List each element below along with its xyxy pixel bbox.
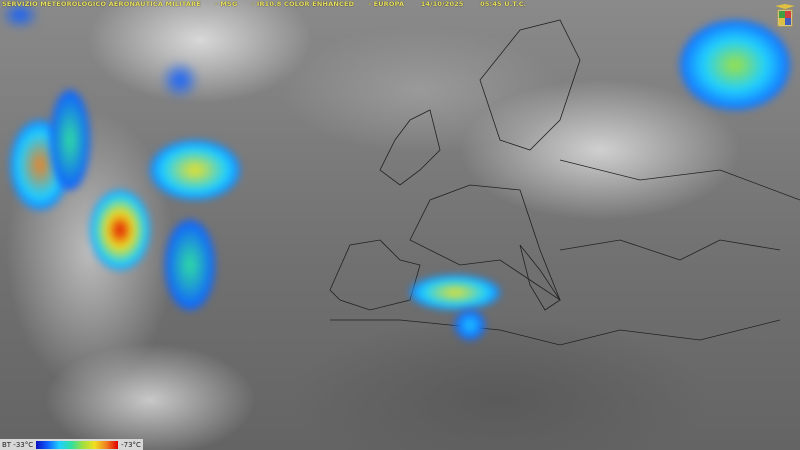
black-sea-region [559,239,781,261]
time-label: 05:45 U.T.C. [480,0,527,8]
storm-cell [50,90,90,190]
date-label: 14/10/2025 [420,0,464,8]
storm-cell [90,190,150,270]
agency-label: SERVIZIO METEOROLOGICO AERONAUTICA MILIT… [2,0,202,8]
north-africa-coast [330,319,781,346]
british-isles-outline [379,109,441,186]
storm-cell [455,310,485,340]
image-header: SERVIZIO METEOROLOGICO AERONAUTICA MILIT… [2,0,527,8]
italy-outline [519,244,561,311]
storm-cell [150,140,240,200]
temperature-color-scale: BT -33°C -73°C [0,439,143,450]
scandinavia-outline [479,19,581,151]
scale-max-label: -73°C [121,440,141,449]
satellite-label: MSG [220,0,238,8]
iberia-outline [329,239,421,311]
border-line [559,159,800,201]
storm-cell [680,20,790,110]
product-label: IR10.8 COLOR ENHANCED [256,0,355,8]
storm-cell [0,0,40,30]
storm-cell [410,275,500,310]
storm-cell [160,60,200,100]
color-bar [36,440,119,449]
storm-cell [165,220,215,310]
scale-min-label: BT -33°C [2,440,34,449]
aeronautica-militare-crest-icon [775,4,795,27]
france-central-europe-outline [409,184,561,302]
region-label: EUROPA [373,0,405,8]
